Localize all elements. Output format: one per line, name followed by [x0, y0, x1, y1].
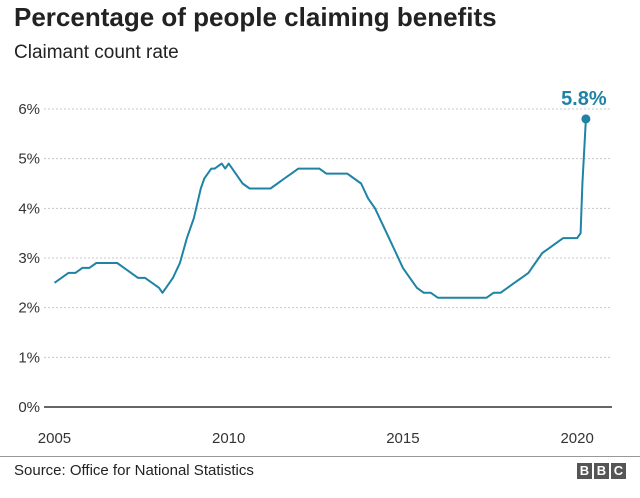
x-tick-label: 2020 — [560, 430, 593, 447]
y-tick-labels: 0% 1% 2% 3% 4% 5% 6% — [18, 101, 40, 416]
y-tick-label: 2% — [18, 300, 40, 317]
series-line — [53, 118, 587, 299]
end-point-marker — [581, 114, 591, 124]
end-point-label: 5.8% — [561, 88, 607, 110]
bbc-logo: B B C — [577, 463, 626, 479]
x-tick-label: 2015 — [386, 430, 419, 447]
y-tick-label: 3% — [18, 250, 40, 267]
y-tick-label: 5% — [18, 151, 40, 168]
y-tick-label: 0% — [18, 399, 40, 416]
x-tick-labels: 2005 2010 2015 2020 — [38, 430, 594, 447]
grid-lines — [44, 108, 612, 408]
logo-letter: B — [594, 463, 609, 479]
source-note: Source: Office for National Statistics — [14, 462, 254, 479]
chart-title: Percentage of people claiming benefits — [14, 2, 497, 32]
footer-divider — [0, 456, 640, 457]
x-tick-label: 2010 — [212, 430, 245, 447]
chart-subtitle: Claimant count rate — [14, 42, 179, 63]
x-tick-label: 2005 — [38, 430, 71, 447]
logo-letter: B — [577, 463, 592, 479]
y-tick-label: 1% — [18, 349, 40, 366]
y-tick-label: 4% — [18, 200, 40, 217]
logo-letter: C — [611, 463, 626, 479]
y-tick-label: 6% — [18, 101, 40, 118]
